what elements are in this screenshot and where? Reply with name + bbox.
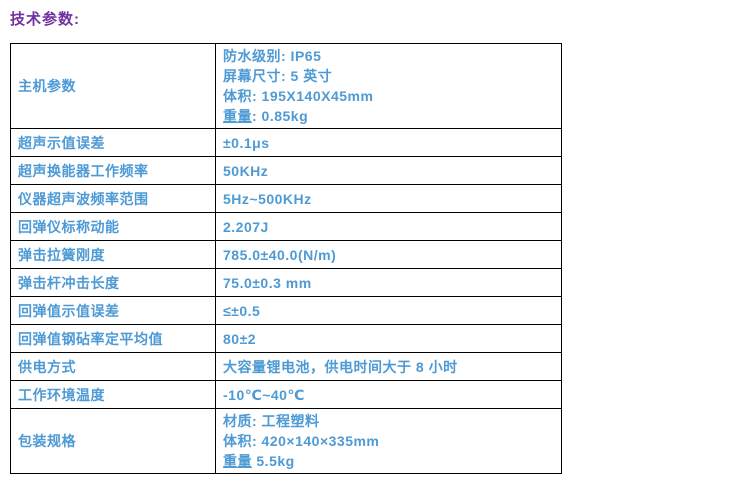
param-value-cell: 80±2 xyxy=(215,324,562,353)
param-label-cell: 包装规格 xyxy=(10,408,216,474)
table-row-operating-temp: 工作环境温度 -10℃~40℃ xyxy=(10,380,562,409)
value-text: : 0.85kg xyxy=(252,108,309,124)
param-label-cell: 弹击拉簧刚度 xyxy=(10,240,216,269)
param-value-cell: 785.0±40.0(N/m) xyxy=(215,240,562,269)
spec-table: 主机参数 防水级别: IP65 屏幕尺寸: 5 英寸 体积: 195X140X4… xyxy=(10,43,562,474)
param-label-cell: 工作环境温度 xyxy=(10,380,216,409)
param-value-cell: -10℃~40℃ xyxy=(215,380,562,409)
param-label-cell: 回弹值钢砧率定平均值 xyxy=(10,324,216,353)
param-label-cell: 供电方式 xyxy=(10,352,216,381)
param-value-cell: 大容量锂电池，供电时间大于 8 小时 xyxy=(215,352,562,381)
param-value-cell: 75.0±0.3 mm xyxy=(215,268,562,297)
param-value-cell: 材质: 工程塑料 体积: 420×140×335mm 重量 5.5kg xyxy=(215,408,562,474)
param-value-cell: 2.207J xyxy=(215,212,562,241)
table-row-rebound-error: 回弹值示值误差 ≤±0.5 xyxy=(10,296,562,325)
value-line: 重量: 0.85kg xyxy=(223,106,557,126)
param-label-cell: 超声示值误差 xyxy=(10,128,216,157)
table-row-transducer-freq: 超声换能器工作频率 50KHz xyxy=(10,156,562,185)
value-line: 材质: 工程塑料 xyxy=(223,413,320,429)
table-row-packaging: 包装规格 材质: 工程塑料 体积: 420×140×335mm 重量 5.5kg xyxy=(10,408,562,474)
table-row-power-supply: 供电方式 大容量锂电池，供电时间大于 8 小时 xyxy=(10,352,562,381)
underlined-text: 重量 xyxy=(223,453,252,469)
table-row-ultrasonic-error: 超声示值误差 ±0.1μs xyxy=(10,128,562,157)
table-row-host-params: 主机参数 防水级别: IP65 屏幕尺寸: 5 英寸 体积: 195X140X4… xyxy=(10,43,562,129)
param-label-cell: 弹击杆冲击长度 xyxy=(10,268,216,297)
page-title: 技术参数: xyxy=(10,11,80,28)
table-row-impact-length: 弹击杆冲击长度 75.0±0.3 mm xyxy=(10,268,562,297)
value-line: 体积: 420×140×335mm xyxy=(223,433,380,449)
value-line: 体积: 195X140X45mm xyxy=(223,88,374,104)
table-row-nominal-energy: 回弹仪标称动能 2.207J xyxy=(10,212,562,241)
param-value-cell: 5Hz~500KHz xyxy=(215,184,562,213)
underlined-text: 重量 xyxy=(223,108,252,124)
value-line: 重量 5.5kg xyxy=(223,451,557,471)
param-value-cell: 防水级别: IP65 屏幕尺寸: 5 英寸 体积: 195X140X45mm 重… xyxy=(215,43,562,129)
param-value-cell: ≤±0.5 xyxy=(215,296,562,325)
param-label-cell: 主机参数 xyxy=(10,43,216,129)
param-label-cell: 回弹仪标称动能 xyxy=(10,212,216,241)
param-label-cell: 仪器超声波频率范围 xyxy=(10,184,216,213)
table-row-spring-stiffness: 弹击拉簧刚度 785.0±40.0(N/m) xyxy=(10,240,562,269)
value-text: 5.5kg xyxy=(252,453,295,469)
value-line: 防水级别: IP65 xyxy=(223,48,322,64)
param-label-cell: 超声换能器工作频率 xyxy=(10,156,216,185)
value-line: 屏幕尺寸: 5 英寸 xyxy=(223,68,333,84)
param-value-cell: 50KHz xyxy=(215,156,562,185)
param-value-cell: ±0.1μs xyxy=(215,128,562,157)
table-row-anvil-average: 回弹值钢砧率定平均值 80±2 xyxy=(10,324,562,353)
param-label-cell: 回弹值示值误差 xyxy=(10,296,216,325)
table-row-freq-range: 仪器超声波频率范围 5Hz~500KHz xyxy=(10,184,562,213)
